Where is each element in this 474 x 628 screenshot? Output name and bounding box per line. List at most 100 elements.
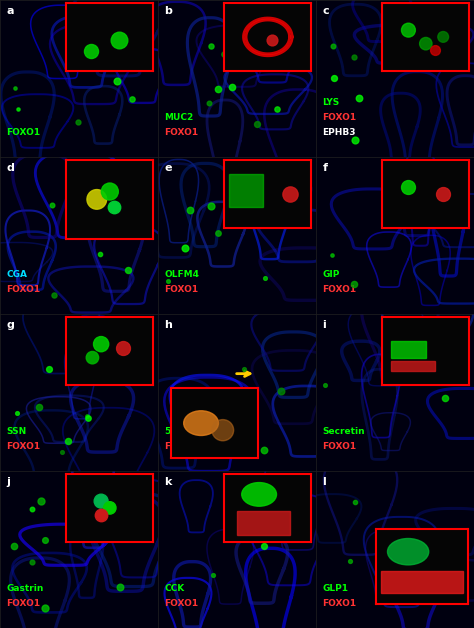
Text: FOXO1: FOXO1: [164, 127, 199, 136]
Point: [207, 41, 215, 51]
Point: [210, 570, 217, 580]
Point: [428, 359, 436, 369]
Point: [207, 201, 214, 211]
Point: [50, 290, 58, 300]
Point: [253, 119, 260, 129]
Point: [206, 98, 213, 108]
Text: GLP1: GLP1: [322, 583, 348, 593]
Point: [273, 104, 281, 114]
Point: [329, 41, 337, 51]
Point: [330, 73, 337, 84]
Text: Secretin: Secretin: [322, 426, 365, 436]
Point: [58, 447, 66, 457]
Point: [247, 42, 255, 52]
Text: h: h: [164, 320, 172, 330]
Point: [84, 413, 92, 423]
Point: [28, 556, 36, 566]
Text: FOXO1: FOXO1: [6, 127, 40, 136]
Point: [36, 402, 43, 412]
Text: c: c: [322, 6, 329, 16]
Point: [128, 94, 136, 104]
Text: FOXO1: FOXO1: [322, 284, 356, 293]
Point: [124, 266, 131, 276]
Point: [260, 541, 267, 551]
Point: [426, 548, 433, 558]
Point: [64, 436, 72, 447]
Text: l: l: [322, 477, 326, 487]
Text: FOXO1: FOXO1: [164, 284, 199, 293]
Point: [15, 104, 22, 114]
Point: [42, 603, 49, 613]
Text: CCK: CCK: [164, 583, 184, 593]
Text: g: g: [6, 320, 14, 330]
Text: a: a: [6, 6, 14, 16]
Point: [271, 501, 279, 511]
Point: [232, 398, 239, 408]
Point: [260, 445, 267, 455]
Text: f: f: [322, 163, 328, 173]
Point: [321, 380, 329, 390]
Point: [383, 333, 391, 343]
Point: [11, 83, 19, 93]
Text: FOXO1: FOXO1: [322, 598, 356, 608]
Text: OLFM4: OLFM4: [164, 269, 200, 279]
Text: j: j: [6, 477, 10, 487]
Point: [237, 411, 245, 421]
Point: [351, 497, 358, 507]
Point: [350, 51, 357, 62]
Text: e: e: [164, 163, 172, 173]
Text: Gastrin: Gastrin: [6, 583, 44, 593]
Text: b: b: [164, 6, 172, 16]
Text: FOXO1: FOXO1: [322, 112, 356, 122]
Point: [41, 535, 49, 545]
Point: [214, 228, 221, 238]
Point: [86, 37, 93, 47]
Text: FOXO1: FOXO1: [322, 441, 356, 451]
Point: [83, 411, 91, 421]
Point: [74, 117, 82, 127]
Point: [37, 496, 45, 506]
Text: FOXO1: FOXO1: [6, 441, 40, 451]
Point: [186, 205, 193, 215]
Point: [240, 364, 248, 374]
Point: [403, 206, 410, 216]
Point: [214, 448, 222, 458]
Text: CGA: CGA: [6, 269, 27, 279]
Point: [164, 276, 171, 286]
Point: [116, 582, 123, 592]
Point: [351, 279, 358, 289]
Point: [107, 367, 115, 377]
Point: [75, 359, 82, 369]
Point: [441, 393, 449, 403]
Text: k: k: [164, 477, 172, 487]
Point: [261, 273, 269, 283]
Point: [221, 394, 228, 404]
Point: [9, 541, 17, 551]
Point: [346, 556, 354, 566]
Point: [13, 408, 21, 418]
Text: EPHB3: EPHB3: [322, 127, 356, 136]
Point: [28, 504, 36, 514]
Point: [181, 243, 189, 253]
Point: [220, 49, 228, 59]
Text: MUC2: MUC2: [164, 112, 193, 122]
Point: [76, 53, 84, 63]
Point: [193, 443, 201, 453]
Text: SSN: SSN: [6, 426, 27, 436]
Point: [228, 82, 236, 92]
Point: [355, 92, 363, 102]
Text: FOXO1: FOXO1: [164, 441, 199, 451]
Text: FOXO1: FOXO1: [6, 284, 40, 293]
Point: [97, 249, 104, 259]
Text: FOXO1: FOXO1: [6, 598, 40, 608]
Text: d: d: [6, 163, 14, 173]
Text: i: i: [322, 320, 326, 330]
Point: [351, 134, 359, 144]
Point: [113, 77, 121, 87]
Point: [48, 200, 56, 210]
Point: [392, 61, 400, 71]
Text: GIP: GIP: [322, 269, 340, 279]
Point: [277, 386, 284, 396]
Point: [115, 28, 123, 38]
Point: [45, 364, 53, 374]
